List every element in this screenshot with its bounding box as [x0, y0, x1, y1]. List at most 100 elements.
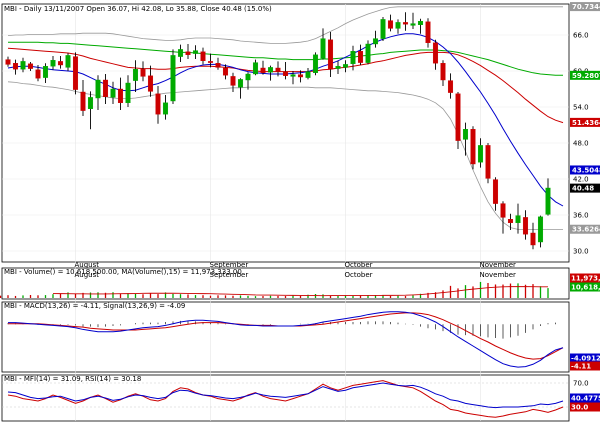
candle-body — [522, 217, 529, 235]
price-candles — [5, 12, 551, 250]
candle-body — [267, 67, 274, 73]
candle-body — [245, 73, 251, 81]
price-tag-box — [570, 165, 600, 175]
candle-body — [350, 51, 356, 65]
candle-body — [530, 232, 536, 246]
candle-body — [215, 63, 221, 68]
month-labels: August August September September October Oct… — [75, 261, 517, 279]
bollinger-upper-line — [7, 6, 563, 44]
candle-body — [20, 61, 26, 70]
price-tag-value: 40.48 — [572, 185, 594, 193]
month-label: September — [210, 261, 249, 269]
price-tag-box — [570, 224, 600, 234]
macd-panel-frame — [1, 301, 570, 373]
candle-body — [132, 68, 139, 81]
volume-panel-frame — [1, 267, 570, 300]
candle-body — [297, 74, 304, 78]
price-tick-label: 42.0 — [573, 176, 589, 184]
price-tick-label: 48.0 — [573, 140, 589, 148]
candle-body — [125, 82, 131, 103]
candle-body — [380, 19, 386, 39]
mfi-line — [7, 382, 564, 409]
candle-body — [102, 79, 109, 97]
price-tag-box — [570, 117, 600, 127]
candle-body — [192, 50, 199, 54]
macd-tag-box — [570, 361, 600, 371]
candle-body — [305, 71, 311, 78]
candle-body — [87, 97, 94, 110]
candle-body — [65, 55, 71, 68]
candle-body — [335, 65, 341, 69]
candle-body — [372, 38, 379, 45]
candle-body — [312, 54, 319, 73]
macd-tags: -4.09121-4.11 — [570, 353, 600, 371]
price-tag-value: 70.7344 — [572, 3, 600, 11]
osc-tag-box — [570, 393, 600, 403]
candle-body — [230, 76, 236, 86]
candle-body — [50, 60, 56, 67]
ma-slow-line — [8, 41, 563, 76]
candle-body — [537, 216, 544, 243]
candle-body — [357, 51, 364, 63]
month-label: October — [345, 271, 373, 279]
candle-body — [57, 61, 64, 66]
volume-tags: 11,973,33310,618,500 — [570, 273, 600, 292]
candle-body — [470, 128, 476, 165]
volume-panel-label: MBI - Volume() = 10,618,500.00, MA(Volum… — [4, 268, 242, 276]
volume-tag-value: 11,973,333 — [571, 275, 600, 283]
candle-body — [110, 88, 116, 98]
candle-body — [200, 51, 206, 61]
candle-body — [42, 65, 49, 78]
candle-body — [455, 93, 461, 141]
candle-body — [72, 56, 79, 90]
candle-body — [410, 23, 416, 26]
candle-body — [117, 88, 124, 104]
macd-tag-value: -4.09121 — [571, 355, 600, 363]
candle-body — [275, 67, 281, 72]
price-tag-box — [570, 70, 600, 80]
candle-body — [327, 39, 334, 70]
candle-body — [177, 49, 184, 57]
volume-ma-line — [52, 286, 548, 297]
candle-body — [365, 43, 371, 63]
month-label: August — [75, 271, 100, 279]
price-tag-box — [570, 2, 600, 12]
volume-tag-box — [570, 282, 600, 292]
price-tag-box — [570, 183, 600, 193]
candle-body — [462, 128, 469, 140]
candle-body — [12, 63, 19, 70]
mfi-rsi-lines — [2, 380, 569, 418]
price-tag-value: 59.2807 — [572, 72, 600, 80]
candle-body — [207, 61, 214, 63]
candle-body — [320, 38, 326, 59]
candle-body — [237, 79, 244, 88]
osc-tag-box — [570, 402, 600, 412]
price-tag-value: 33.6264 — [572, 226, 600, 234]
candle-body — [282, 71, 289, 76]
candle-body — [140, 68, 146, 77]
candle-body — [5, 59, 11, 65]
month-label: November — [480, 261, 517, 269]
candle-body — [500, 203, 506, 218]
candle-body — [252, 62, 259, 75]
candle-body — [387, 20, 394, 29]
candle-body — [260, 67, 266, 73]
macd-tag-box — [570, 353, 600, 363]
candle-body — [395, 22, 401, 29]
price-tick-label: 30.0 — [573, 248, 589, 256]
price-tick-label: 54.0 — [573, 104, 589, 112]
macd-panel-label: MBI - MACD(13,26) = -4.11, Signal(13,26,… — [4, 302, 185, 310]
volume-tag-box — [570, 273, 600, 283]
candle-body — [477, 145, 484, 163]
mfi-panel-label: MBI - MFI(14) = 31.09, RSI(14) = 30.18 — [4, 375, 141, 383]
candle-body — [507, 218, 514, 223]
candle-body — [35, 69, 41, 79]
candle-body — [447, 80, 454, 93]
osc-tick-label: 70.0 — [573, 380, 589, 388]
macd-lines — [7, 311, 564, 368]
candle-body — [170, 55, 176, 102]
